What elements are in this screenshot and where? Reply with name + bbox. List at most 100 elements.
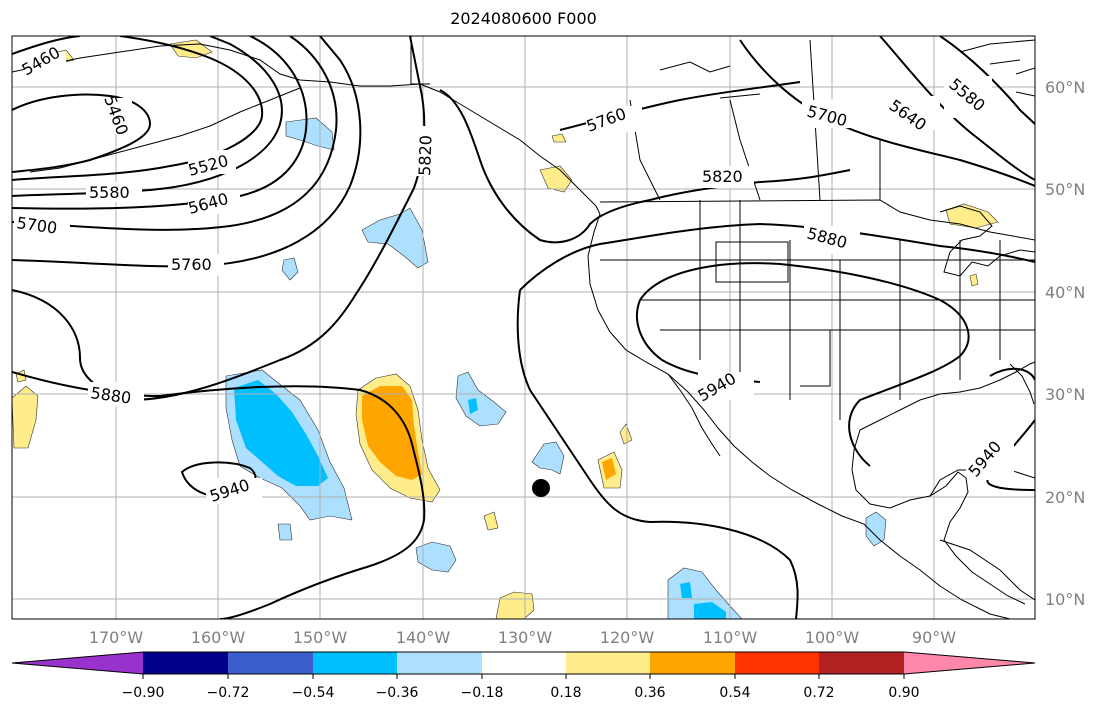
great-lakes (939, 205, 1035, 277)
us-state-lines (600, 200, 1035, 420)
lat-label: 60°N (1045, 78, 1085, 97)
colorbar-tick-labels: −0.90 −0.72 −0.54 −0.36 −0.18 0.18 0.36 … (122, 685, 920, 701)
contour-label: 5820 (415, 135, 435, 176)
contour-5640 (12, 36, 308, 210)
baja-peninsula (667, 373, 721, 457)
lon-label: 90°W (912, 628, 956, 647)
lon-label: 110°W (703, 628, 758, 647)
contour-labels: 5460 5460 5520 5580 5640 5700 5760 5820 … (14, 43, 1014, 506)
contour-5460-a (12, 36, 81, 55)
contour-5760 (12, 36, 362, 268)
colorbar-tick-label: 0.54 (719, 685, 750, 701)
blue-core (468, 398, 478, 414)
colorbar-tick-label: 0.72 (803, 685, 834, 701)
yellow-patch (969, 273, 979, 287)
contour-5640-north (879, 36, 1035, 181)
contour-5580-north (939, 36, 1035, 125)
blue-core (234, 380, 328, 486)
colorbar-segment (650, 652, 735, 674)
orange-core (602, 458, 616, 480)
light-blue-patch (281, 257, 299, 281)
colorbar-tick-label: −0.72 (207, 685, 250, 701)
colorbar-ticks (142, 674, 905, 679)
contour-5880-east (519, 222, 1035, 291)
latitude-labels: 60°N 50°N 40°N 30°N 20°N 10°N (1045, 78, 1085, 609)
lon-label: 100°W (805, 628, 860, 647)
colorbar-segment (566, 652, 650, 674)
light-blue-patch (531, 441, 565, 475)
yellow-patch (12, 385, 39, 449)
location-marker (532, 479, 550, 497)
lon-label: 170°W (89, 628, 144, 647)
florida (1009, 363, 1035, 405)
colorbar-tick-label: −0.18 (461, 685, 504, 701)
shading-layer (12, 39, 999, 619)
colorbar-segment (904, 652, 1035, 674)
contour-5820 (12, 36, 426, 402)
contour-label: 5760 (171, 255, 212, 274)
yucatan (929, 469, 966, 497)
lon-label: 150°W (293, 628, 348, 647)
light-blue-patch (277, 523, 293, 541)
colorbar: −0.90 −0.72 −0.54 −0.36 −0.18 0.18 0.36 … (11, 651, 1036, 701)
central-america (939, 539, 1035, 601)
contour-label: 5820 (702, 167, 743, 186)
map-title: 2024080600 F000 (450, 9, 597, 28)
colorbar-tick-label: 0.18 (550, 685, 581, 701)
lon-label: 140°W (396, 628, 451, 647)
lon-label: 160°W (191, 628, 246, 647)
colorbar-tick-label: 0.36 (634, 685, 665, 701)
colorbar-segment (397, 652, 482, 674)
contour-5580 (12, 36, 283, 197)
light-blue-patch (361, 207, 429, 269)
alaska-border (410, 36, 430, 85)
lat-label: 50°N (1045, 180, 1085, 199)
contour-5520 (12, 36, 264, 181)
colorbar-segment (819, 652, 904, 674)
lat-label: 30°N (1045, 385, 1085, 404)
gulf-coast (859, 361, 1035, 431)
lon-label: 130°W (498, 628, 553, 647)
contour-5820-north (439, 89, 851, 244)
colorbar-segment (313, 652, 397, 674)
contour-label: 5580 (89, 183, 130, 202)
yellow-patch (539, 165, 573, 193)
north-coast (659, 39, 1035, 99)
lon-label: 120°W (600, 628, 655, 647)
colorbar-segment (735, 652, 819, 674)
yellow-patch (945, 203, 999, 229)
light-blue-patch (667, 567, 743, 619)
yellow-patch (483, 511, 499, 531)
contour-label: 5460 (19, 43, 64, 80)
yellow-patch (495, 591, 535, 619)
colorbar-tick-label: −0.36 (376, 685, 419, 701)
colorbar-segment (228, 652, 313, 674)
longitude-labels: 170°W 160°W 150°W 140°W 130°W 120°W 110°… (89, 628, 956, 647)
alaska-coast (12, 43, 601, 215)
coastlines (12, 36, 1035, 619)
colorbar-segment (482, 652, 566, 674)
contour-5700 (12, 36, 338, 231)
light-blue-patch (415, 541, 457, 573)
blue-core (694, 602, 726, 619)
colorbar-segments (11, 651, 1036, 675)
blue-core (680, 582, 692, 598)
colorbar-tick-label: 0.90 (888, 685, 919, 701)
yellow-patch (551, 133, 567, 143)
contour-5460-b (12, 93, 152, 173)
mexico-gulf-coast (851, 429, 1026, 605)
plot-frame (11, 35, 1036, 620)
colorbar-tick-label: −0.90 (122, 685, 165, 701)
lat-label: 20°N (1045, 488, 1085, 507)
colorbar-segment (143, 652, 228, 674)
yellow-patch (619, 423, 633, 445)
contour-5880-south (516, 289, 799, 619)
light-blue-patch (285, 117, 335, 151)
colorbar-segment (12, 652, 143, 674)
canada-province-lines (629, 39, 881, 201)
light-blue-patch (865, 511, 887, 547)
colorbar-tick-label: −0.54 (292, 685, 335, 701)
light-blue-patch (455, 371, 507, 427)
lat-label: 10°N (1045, 590, 1085, 609)
